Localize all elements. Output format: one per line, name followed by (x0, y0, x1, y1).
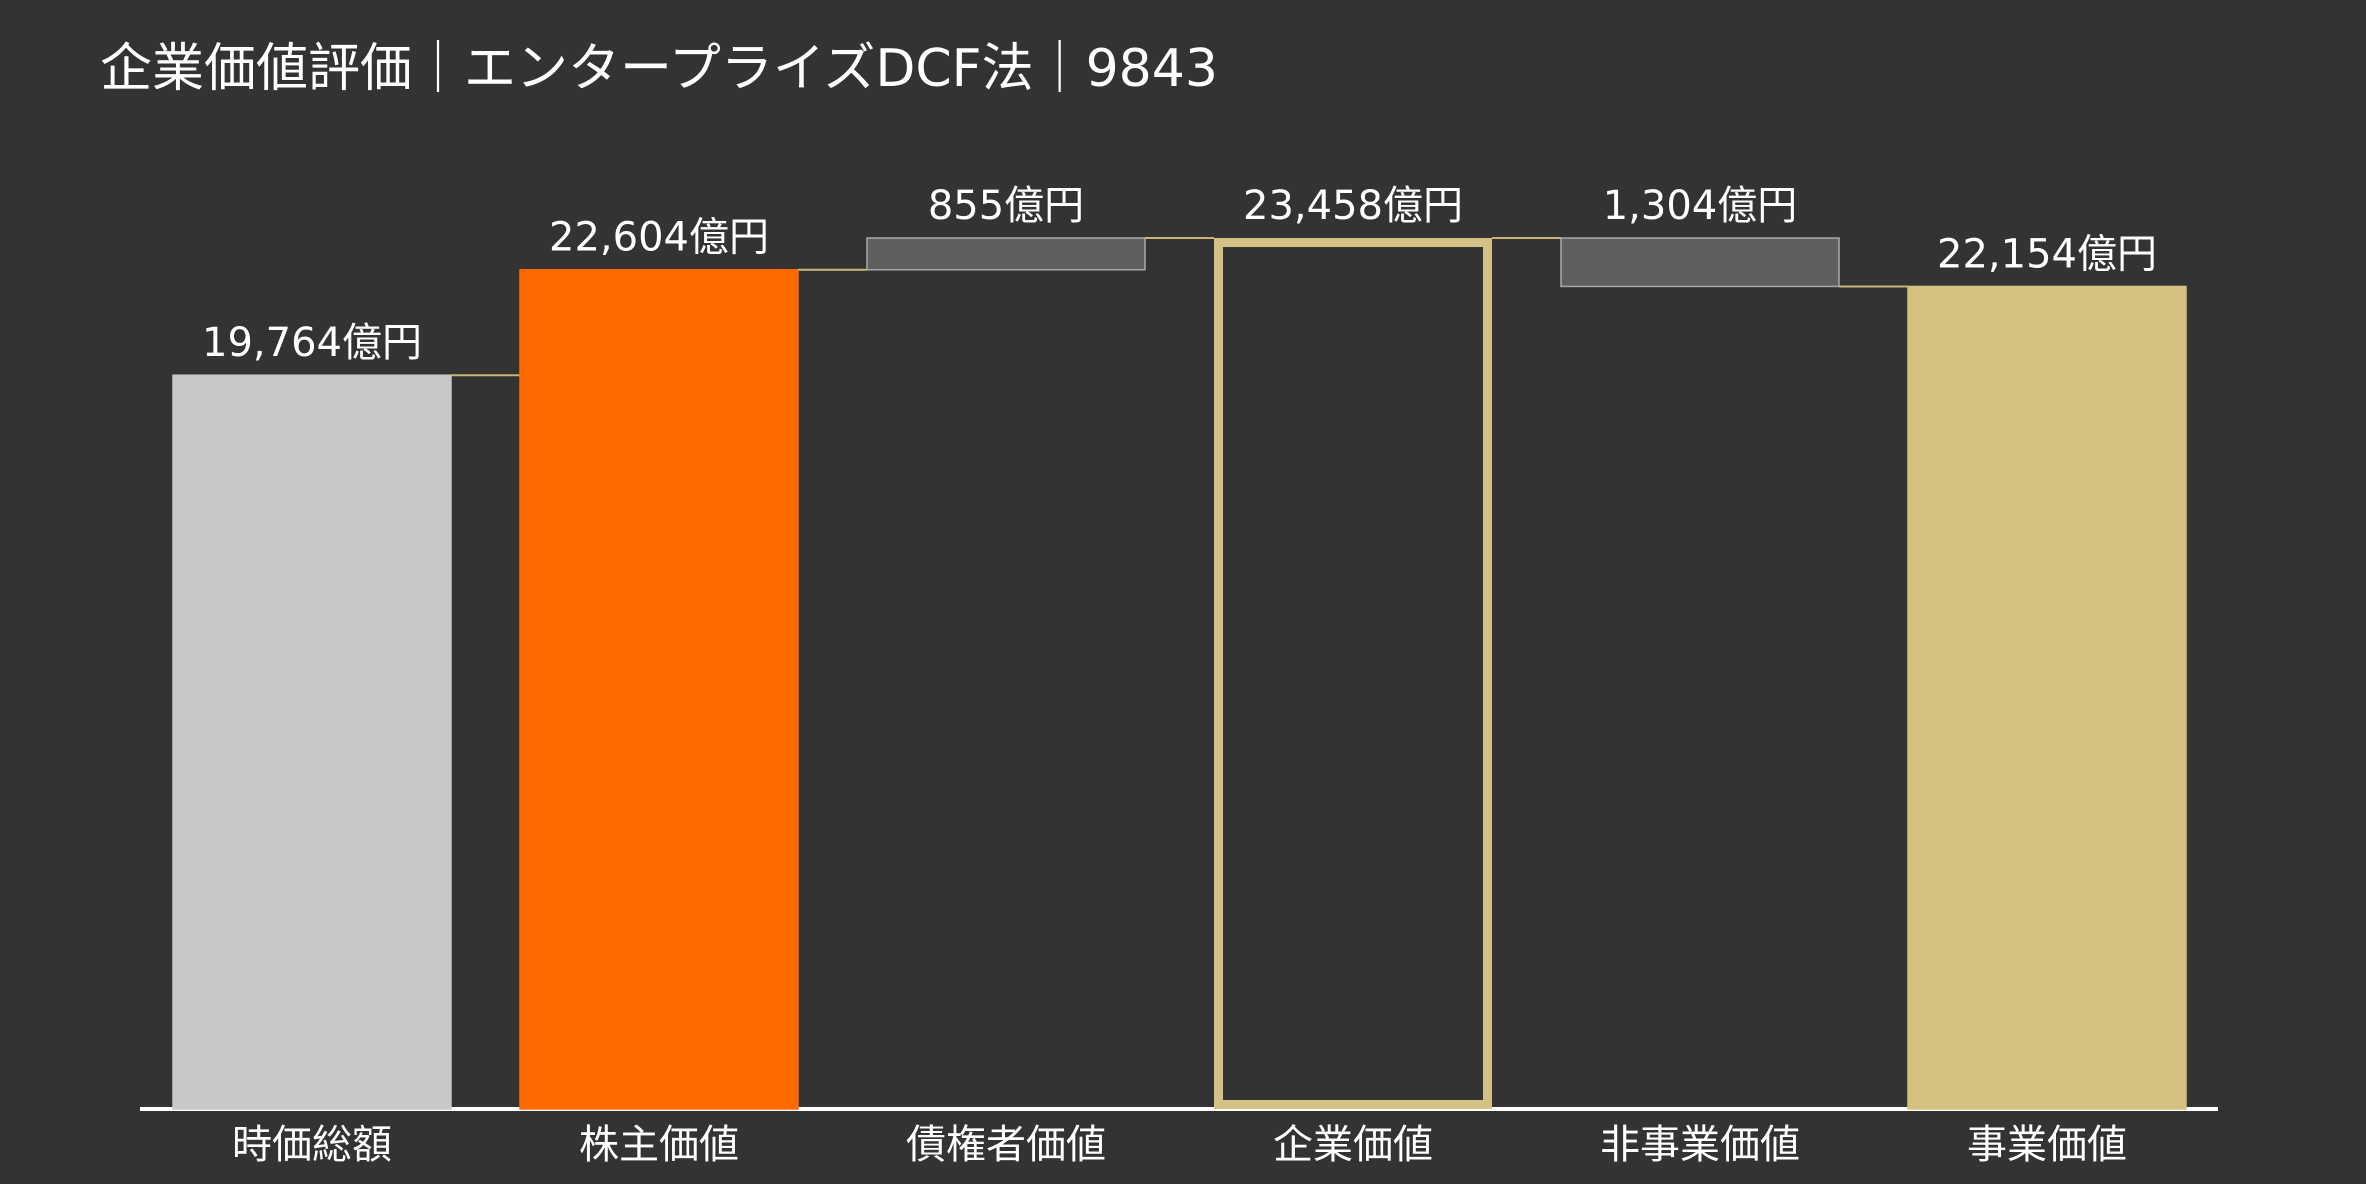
bar (1907, 285, 2187, 1110)
x-tick-label: 株主価値 (579, 1122, 739, 1168)
bar (1214, 238, 1492, 1110)
x-tick-label: 債権者価値 (906, 1122, 1106, 1168)
x-tick-label: 事業価値 (1967, 1122, 2127, 1168)
bar (519, 268, 799, 1110)
value-label: 855億円 (928, 183, 1084, 229)
chart-title: 企業価値評価｜エンタープライズDCF法｜9843 (100, 39, 1218, 99)
value-label: 19,764億円 (202, 320, 422, 366)
bar (866, 237, 1146, 271)
bar (1560, 237, 1840, 288)
x-tick-label: 非事業価値 (1600, 1122, 1800, 1168)
x-tick-label: 時価総額 (232, 1122, 392, 1168)
value-label: 23,458億円 (1243, 183, 1463, 229)
bar (172, 374, 452, 1110)
value-label: 22,154億円 (1937, 231, 2157, 277)
value-label: 22,604億円 (549, 215, 769, 261)
value-label: 1,304億円 (1603, 183, 1798, 229)
x-tick-label: 企業価値 (1273, 1122, 1433, 1168)
